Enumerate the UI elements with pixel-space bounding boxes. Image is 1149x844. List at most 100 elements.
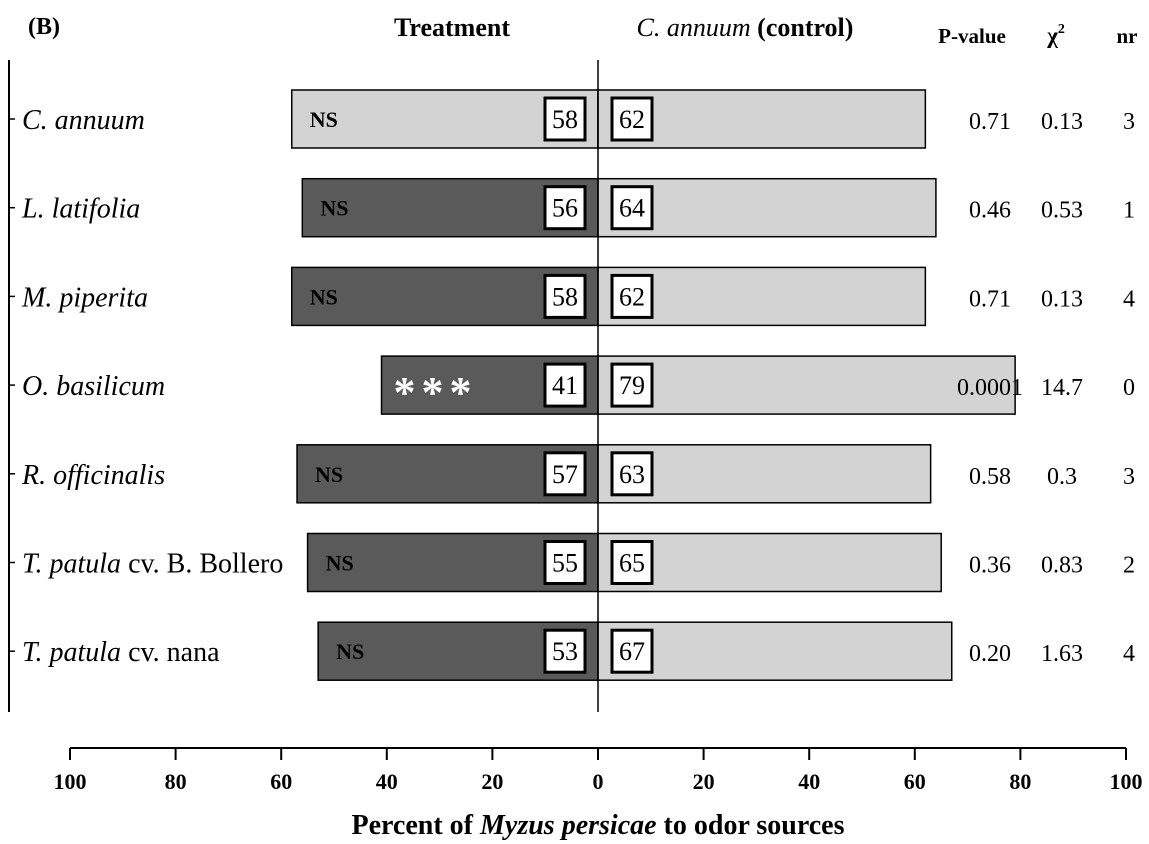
row-label-species: T. patula xyxy=(22,637,121,668)
control-bar xyxy=(597,355,1016,415)
chart-row: M. piperita 58 62 NS 0.71 0.13 4 xyxy=(9,266,1135,327)
nr-value: 0 xyxy=(1123,375,1135,401)
control-value-label: 79 xyxy=(619,371,645,400)
x-ticks-group: 100 80 60 40 20 0 20 40 60 80 100 xyxy=(54,748,1143,794)
chi-square-value: 0.3 xyxy=(1047,464,1077,490)
treatment-value-label: 57 xyxy=(552,460,578,489)
row-label: L. latifolia xyxy=(21,194,140,225)
control-value-label: 67 xyxy=(619,637,645,666)
treatment-value-box xyxy=(543,362,587,408)
chart-row: T. patula cv. nana 53 67 NS 0.20 1.63 4 xyxy=(9,621,1135,681)
treatment-value-box xyxy=(543,185,587,231)
x-tick-label: 0 xyxy=(593,769,604,794)
treatment-value-box xyxy=(543,628,587,674)
treatment-value-label: 55 xyxy=(552,549,578,578)
p-value: 0.71 xyxy=(969,109,1011,135)
row-label-species: T. patula xyxy=(22,549,121,580)
x-tick-label: 100 xyxy=(1110,769,1143,794)
control-value-box xyxy=(610,451,654,497)
row-label-species: M. piperita xyxy=(21,282,148,313)
significance-label: NS xyxy=(310,107,338,132)
chart-row: C. annuum 58 62 NS 0.71 0.13 3 xyxy=(9,89,1135,149)
x-label-prefix: Percent of xyxy=(351,810,480,841)
chi-square-value: 0.13 xyxy=(1041,286,1083,312)
control-value-label: 65 xyxy=(619,549,645,578)
p-value: 0.71 xyxy=(969,286,1011,312)
x-tick-label: 60 xyxy=(904,769,926,794)
row-label: M. piperita xyxy=(21,282,148,313)
rows-group: C. annuum 58 62 NS 0.71 0.13 3 L. latifolia 56 64… xyxy=(9,89,1135,681)
control-value-label: 63 xyxy=(619,460,645,489)
p-value: 0.0001 xyxy=(957,375,1023,401)
control-header-species: C. annuum xyxy=(637,13,751,42)
x-tick-label: 100 xyxy=(54,769,87,794)
chi-exponent: 2 xyxy=(1058,22,1065,37)
treatment-header: Treatment xyxy=(394,13,510,42)
row-label-cultivar: cv. B. Bollero xyxy=(121,549,283,580)
chi-square-header: χ2 xyxy=(1046,22,1065,48)
treatment-value-box xyxy=(543,96,587,142)
row-label: C. annuum xyxy=(22,105,145,136)
nr-value: 2 xyxy=(1123,553,1135,579)
control-value-label: 62 xyxy=(619,105,645,134)
chi-square-value: 14.7 xyxy=(1041,375,1083,401)
p-value: 0.46 xyxy=(969,198,1011,224)
x-label-suffix: to odor sources xyxy=(657,810,845,841)
significance-label: *** xyxy=(394,368,478,417)
nr-header: nr xyxy=(1117,24,1138,48)
nr-value: 3 xyxy=(1123,109,1135,135)
row-label-cultivar: cv. nana xyxy=(121,637,220,668)
x-tick-label: 40 xyxy=(798,769,820,794)
control-bar xyxy=(597,532,942,593)
row-label-species: L. latifolia xyxy=(21,194,140,225)
p-value: 0.20 xyxy=(969,641,1011,667)
panel-label: (B) xyxy=(28,14,60,40)
chi-square-value: 0.83 xyxy=(1041,553,1083,579)
treatment-value-box xyxy=(543,540,587,585)
row-label-species: R. officinalis xyxy=(21,460,165,491)
x-tick-label: 20 xyxy=(693,769,715,794)
x-tick-label: 80 xyxy=(1009,769,1031,794)
treatment-value-label: 58 xyxy=(552,282,578,311)
control-value-box xyxy=(610,540,654,585)
nr-value: 1 xyxy=(1123,198,1135,224)
x-label-species: Myzus persicae xyxy=(479,810,657,841)
treatment-value-label: 41 xyxy=(552,371,578,400)
chart-row: L. latifolia 56 64 NS 0.46 0.53 1 xyxy=(9,177,1135,238)
chart-row: T. patula cv. B. Bollero 55 65 NS 0.36 0.83 2 xyxy=(9,532,1135,593)
control-header: C. annuum (control) xyxy=(637,13,854,42)
p-value-header: P-value xyxy=(938,24,1006,48)
control-value-label: 64 xyxy=(619,194,645,223)
nr-value: 4 xyxy=(1123,286,1135,312)
significance-label: NS xyxy=(326,551,354,576)
treatment-value-label: 58 xyxy=(552,105,578,134)
row-label: R. officinalis xyxy=(21,460,165,491)
nr-value: 4 xyxy=(1123,641,1135,667)
chart-row: R. officinalis 57 63 NS 0.58 0.3 3 xyxy=(9,444,1135,504)
chart-row: O. basilicum 41 79 *** 0.0001 14.7 0 xyxy=(9,355,1135,417)
row-label: T. patula cv. B. Bollero xyxy=(22,549,283,580)
control-value-box xyxy=(610,185,654,231)
row-label-species: O. basilicum xyxy=(22,371,165,402)
p-value: 0.36 xyxy=(969,553,1011,579)
chi-square-value: 0.53 xyxy=(1041,198,1083,224)
chi-square-value: 0.13 xyxy=(1041,109,1083,135)
significance-label: NS xyxy=(320,196,348,221)
chi-symbol: χ xyxy=(1046,23,1058,48)
x-tick-label: 20 xyxy=(481,769,503,794)
control-header-suffix-text: (control) xyxy=(757,13,853,42)
x-tick-label: 40 xyxy=(376,769,398,794)
control-value-label: 62 xyxy=(619,282,645,311)
x-tick-label: 80 xyxy=(165,769,187,794)
p-value: 0.58 xyxy=(969,464,1011,490)
row-label: T. patula cv. nana xyxy=(22,637,220,668)
control-value-box xyxy=(610,96,654,142)
treatment-value-box xyxy=(543,451,587,497)
row-label-species: C. annuum xyxy=(22,105,145,136)
treatment-value-label: 56 xyxy=(552,194,578,223)
control-value-box xyxy=(610,628,654,674)
treatment-value-label: 53 xyxy=(552,637,578,666)
treatment-value-box xyxy=(543,273,587,319)
row-label: O. basilicum xyxy=(22,371,165,402)
